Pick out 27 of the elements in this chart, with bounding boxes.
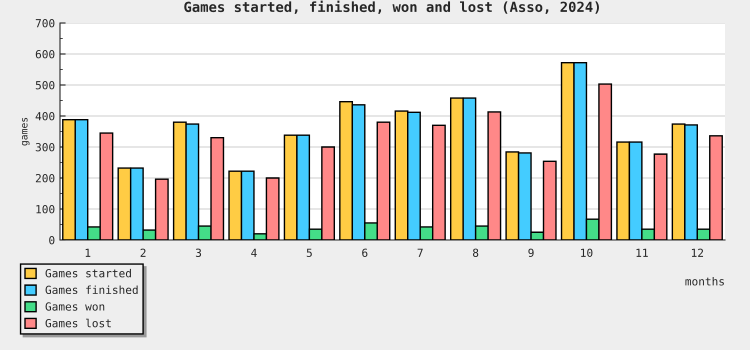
legend-label: Games finished	[46, 285, 138, 294]
x-tick-label: 11	[636, 248, 648, 257]
y-tick-label: 200	[36, 174, 54, 182]
x-tick-label: 6	[362, 248, 368, 257]
legend-label: Games lost	[46, 318, 111, 328]
legend-label: Games started	[46, 268, 131, 278]
x-tick-label: 10	[581, 248, 592, 257]
x-tick-label: 4	[251, 248, 257, 257]
x-tick-label: 12	[692, 248, 704, 257]
x-tick-label: 7	[418, 248, 423, 257]
x-tick-label: 5	[306, 248, 312, 257]
legend-label: Games won	[46, 302, 104, 311]
y-tick-label: 500	[36, 81, 54, 90]
y-tick-label: 300	[36, 143, 54, 152]
x-tick-label: 1	[86, 248, 90, 257]
y-tick-label: 400	[36, 112, 54, 120]
y-tick-label: 100	[36, 205, 54, 214]
y-tick-label: 0	[49, 236, 54, 244]
x-tick-label: 8	[472, 248, 478, 257]
x-tick-label: 3	[196, 248, 202, 257]
y-tick-label: 700	[36, 19, 54, 28]
y-axis-title: games	[22, 118, 30, 146]
chart-title: Games started, finished, won and lost (Asso, 2024)	[184, 0, 599, 14]
x-tick-label: 2	[140, 248, 146, 257]
y-tick-label: 600	[36, 50, 54, 58]
x-axis-title: months	[685, 276, 724, 286]
x-tick-label: 9	[528, 248, 534, 257]
